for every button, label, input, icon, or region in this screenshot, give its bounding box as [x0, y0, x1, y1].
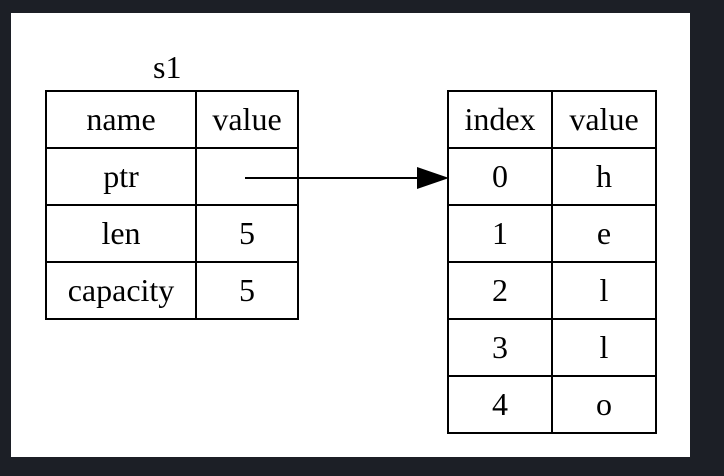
heap-cell-value: h: [551, 147, 657, 206]
heap-header-index: index: [447, 90, 553, 149]
stack-header-value: value: [195, 90, 299, 149]
ptr-arrow-head-icon: [417, 167, 449, 189]
stack-row-capacity: capacity 5: [45, 261, 299, 320]
heap-cell-value: l: [551, 318, 657, 377]
heap-cell-index: 3: [447, 318, 553, 377]
stack-label: s1: [153, 49, 182, 85]
heap-row: 2 l: [447, 261, 657, 320]
stack-row-ptr: ptr: [45, 147, 299, 206]
stack-header-row: name value: [45, 90, 299, 149]
heap-cell-value: o: [551, 375, 657, 434]
stack-cell-value: 5: [195, 204, 299, 263]
ptr-arrow: [245, 167, 449, 189]
stack-cell-name: len: [45, 204, 197, 263]
heap-cell-value: e: [551, 204, 657, 263]
stack-cell-value: [195, 147, 299, 206]
heap-cell-index: 4: [447, 375, 553, 434]
heap-cell-index: 1: [447, 204, 553, 263]
stack-cell-name: capacity: [45, 261, 197, 320]
heap-header-value: value: [551, 90, 657, 149]
heap-cell-index: 0: [447, 147, 553, 206]
heap-row: 0 h: [447, 147, 657, 206]
heap-cell-value: l: [551, 261, 657, 320]
stack-cell-value: 5: [195, 261, 299, 320]
stack-table: name value ptr len 5 capacity 5: [45, 90, 299, 320]
heap-cell-index: 2: [447, 261, 553, 320]
stack-header-name: name: [45, 90, 197, 149]
diagram-canvas: s1 name value ptr len 5 capacity 5 index: [11, 13, 690, 457]
heap-table: index value 0 h 1 e 2 l 3 l 4 o: [447, 90, 657, 434]
stack-row-len: len 5: [45, 204, 299, 263]
heap-header-row: index value: [447, 90, 657, 149]
heap-row: 1 e: [447, 204, 657, 263]
heap-row: 3 l: [447, 318, 657, 377]
heap-row: 4 o: [447, 375, 657, 434]
stack-cell-name: ptr: [45, 147, 197, 206]
